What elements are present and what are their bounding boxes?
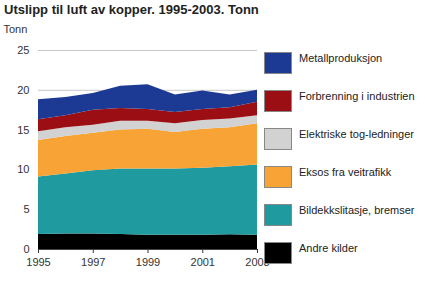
svg-text:Tonn: Tonn — [4, 23, 28, 35]
svg-text:1999: 1999 — [136, 256, 160, 268]
html-text:Andre kilder: Andre kilder — [299, 242, 358, 254]
svg-text:20: 20 — [17, 84, 29, 96]
svg-text:25: 25 — [17, 44, 29, 56]
html-text:Forbrenning i industrien: Forbrenning i industrien — [299, 90, 415, 102]
svg-text:1997: 1997 — [81, 256, 105, 268]
svg-text:15: 15 — [17, 124, 29, 136]
svg-text:10: 10 — [17, 163, 29, 175]
html-text:Utslipp til luft av kopper. 19: Utslipp til luft av kopper. 1995-2003. T… — [4, 2, 259, 17]
svg-text:0: 0 — [23, 243, 29, 255]
html-text:Bildekkslitasje, bremser: Bildekkslitasje, bremser — [299, 204, 415, 216]
html-text:Eksos fra veitrafikk: Eksos fra veitrafikk — [299, 166, 392, 178]
svg-text:5: 5 — [23, 203, 29, 215]
html-text:Metallproduksjon: Metallproduksjon — [299, 52, 383, 64]
html-text:Elektriske tog-ledninger: Elektriske tog-ledninger — [299, 128, 414, 140]
svg-text:1995: 1995 — [26, 256, 50, 268]
svg-text:2001: 2001 — [191, 256, 215, 268]
svg-text:2003: 2003 — [245, 256, 270, 269]
